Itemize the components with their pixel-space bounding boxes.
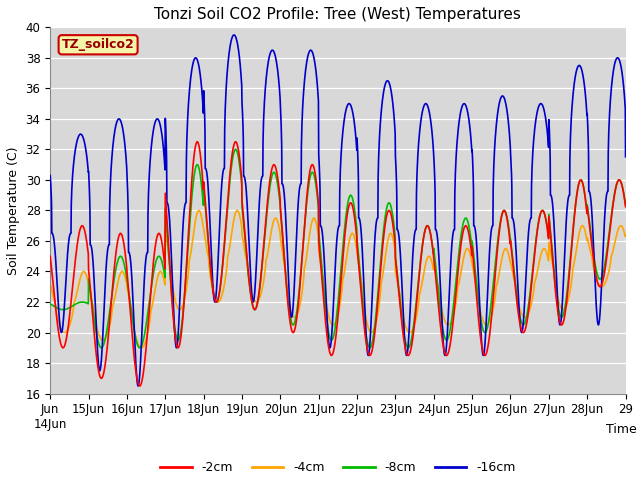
Title: Tonzi Soil CO2 Profile: Tree (West) Temperatures: Tonzi Soil CO2 Profile: Tree (West) Temp… [154,7,522,22]
Text: TZ_soilco2: TZ_soilco2 [61,38,134,51]
Y-axis label: Soil Temperature (C): Soil Temperature (C) [7,146,20,275]
X-axis label: Time: Time [606,423,637,436]
Legend: -2cm, -4cm, -8cm, -16cm: -2cm, -4cm, -8cm, -16cm [156,456,520,479]
